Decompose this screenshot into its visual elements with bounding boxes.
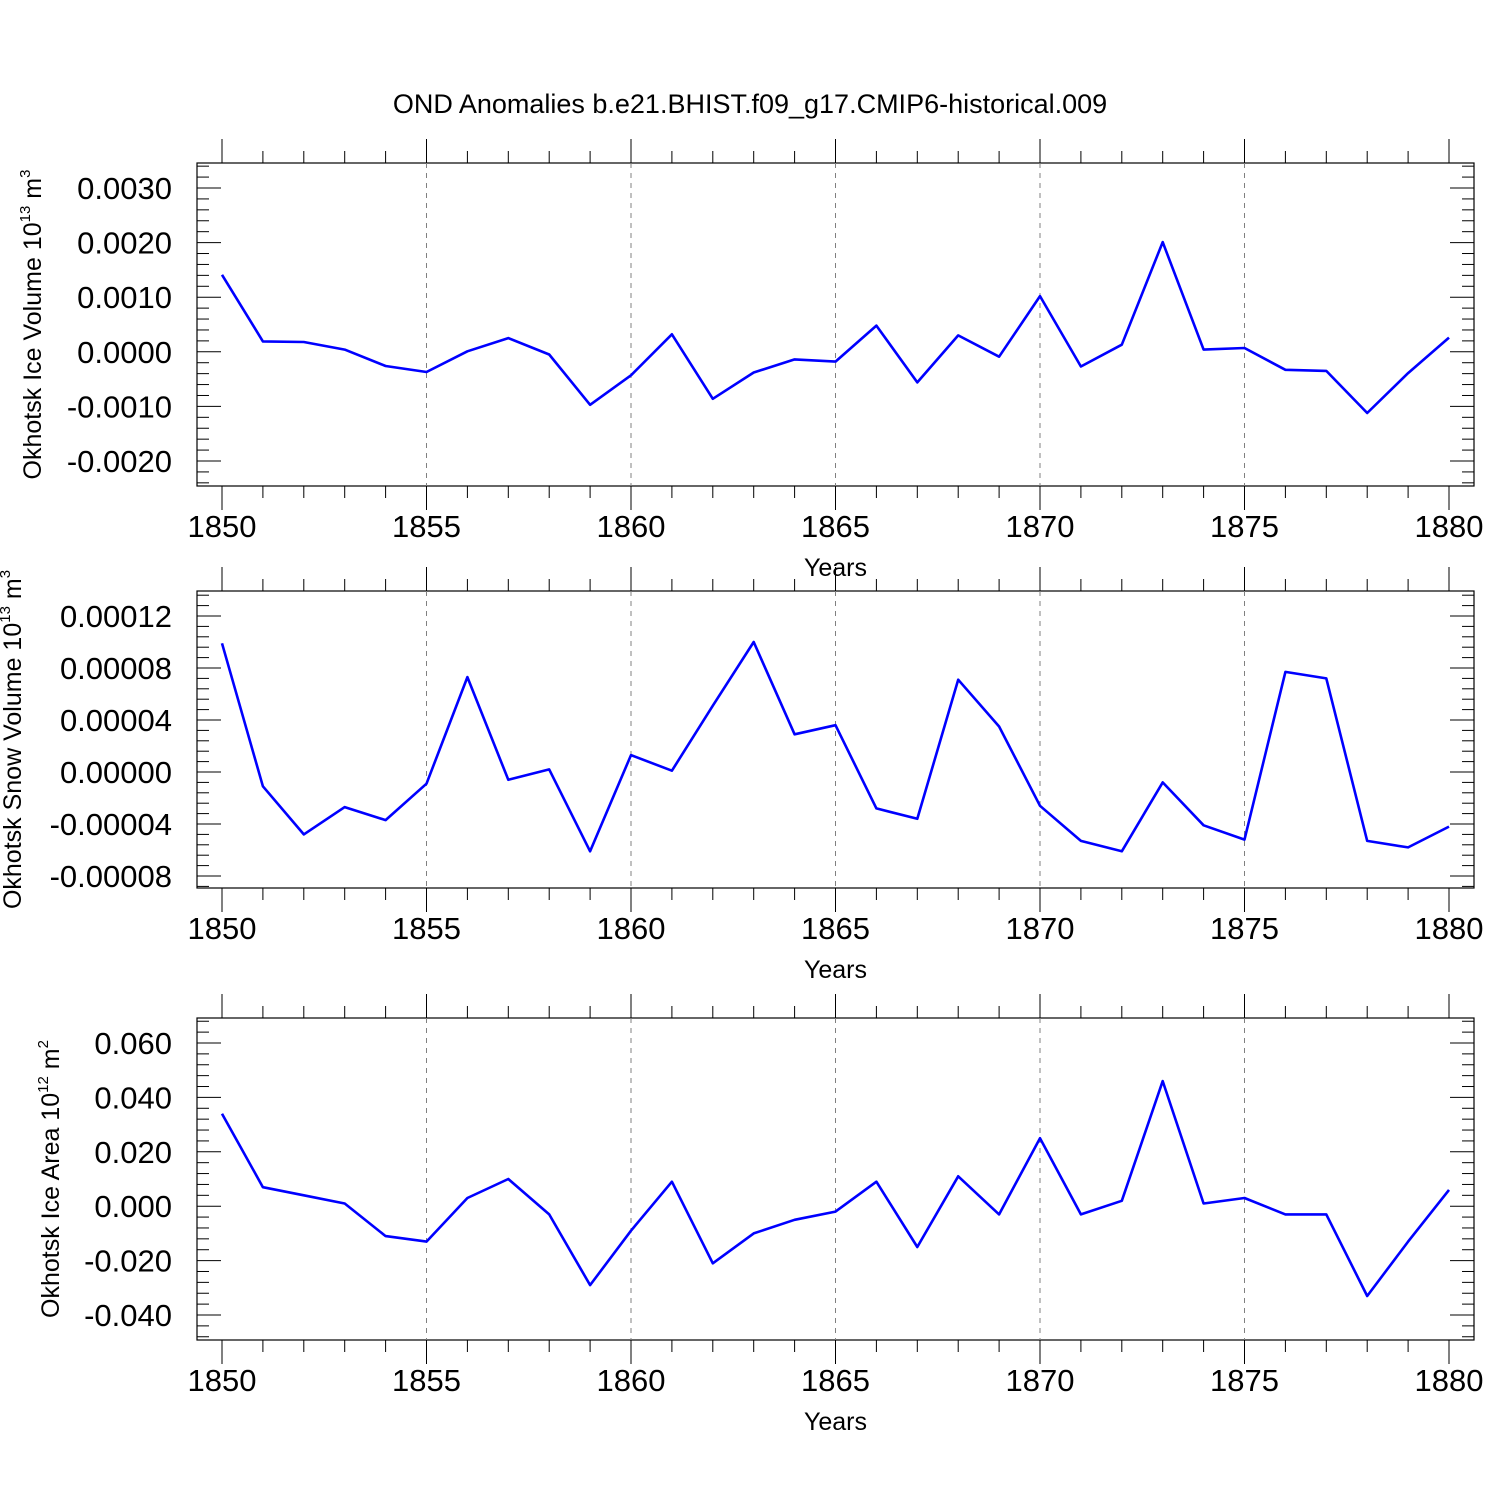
x-tick-label: 1880	[1415, 509, 1484, 544]
y-tick-label: -0.040	[84, 1298, 172, 1333]
y-axis-label-superscript: 13	[17, 206, 34, 223]
x-tick-label: 1865	[801, 509, 870, 544]
y-axis-label-superscript: 3	[17, 170, 34, 178]
chart-panel-1: 0.0030 0.0020 0.0010 0.0000 -0.0010 -0.0020 18…	[17, 139, 1483, 582]
x-axis-label: Years	[804, 956, 867, 984]
y-tick-label: 0.0010	[77, 280, 172, 315]
y-tick-label: 0.00000	[60, 755, 172, 790]
x-tick-label: 1870	[1006, 911, 1075, 946]
x-tick-label: 1855	[392, 911, 461, 946]
y-tick-label: 0.00012	[60, 599, 172, 634]
x-tick-label: 1850	[188, 911, 257, 946]
x-tick-label: 1875	[1210, 509, 1279, 544]
x-tick-label: 1880	[1415, 911, 1484, 946]
y-tick-label: 0.040	[94, 1080, 172, 1115]
y-axis-label-text: m	[0, 578, 27, 606]
y-tick-label: -0.0010	[67, 389, 172, 424]
y-axis-label-text: Okhotsk Snow Volume 10	[0, 623, 27, 909]
y-axis-label-superscript: 3	[0, 570, 14, 578]
y-axis-label-text: Okhotsk Ice Area 10	[37, 1093, 65, 1318]
x-tick-label: 1850	[188, 1363, 257, 1398]
x-axis-label: Years	[804, 1408, 867, 1436]
x-tick-label: 1880	[1415, 1363, 1484, 1398]
y-tick-label: 0.0030	[77, 171, 172, 206]
x-tick-label: 1860	[597, 911, 666, 946]
y-axis-label-text: Okhotsk Ice Volume 10	[19, 222, 47, 479]
y-axis-label: Okhotsk Snow Volume 1013 m3	[0, 570, 27, 909]
y-axis-label-text: m	[19, 178, 47, 206]
x-tick-label: 1865	[801, 1363, 870, 1398]
x-tick-label: 1870	[1006, 509, 1075, 544]
y-tick-label: -0.00004	[50, 807, 172, 842]
y-tick-label: 0.060	[94, 1026, 172, 1061]
y-axis-label: Okhotsk Ice Area 1012 m2	[35, 1040, 65, 1318]
y-tick-label: -0.0020	[67, 444, 172, 479]
y-tick-label: -0.00008	[50, 859, 172, 894]
y-axis-label-superscript: 2	[35, 1040, 52, 1048]
x-tick-label: 1870	[1006, 1363, 1075, 1398]
y-tick-label: 0.0020	[77, 226, 172, 261]
x-tick-label: 1855	[392, 1363, 461, 1398]
x-tick-label: 1860	[597, 1363, 666, 1398]
chart-panel-3: 0.060 0.040 0.020 0.000 -0.020 -0.040 1850 1855…	[35, 994, 1483, 1436]
y-tick-label: 0.00004	[60, 703, 172, 738]
y-tick-label: -0.020	[84, 1244, 172, 1279]
y-axis-label-superscript: 12	[35, 1076, 52, 1093]
x-tick-label: 1850	[188, 509, 257, 544]
x-tick-label: 1865	[801, 911, 870, 946]
chart-panel-2: 0.00012 0.00008 0.00004 0.00000 -0.00004 -0.0…	[0, 567, 1483, 984]
y-tick-label: 0.000	[94, 1189, 172, 1224]
y-axis-label-text: m	[37, 1048, 65, 1076]
chart-title: OND Anomalies b.e21.BHIST.f09_g17.CMIP6-…	[393, 89, 1107, 119]
x-tick-label: 1855	[392, 509, 461, 544]
y-tick-label: 0.020	[94, 1135, 172, 1170]
y-tick-label: 0.00008	[60, 651, 172, 686]
x-tick-label: 1860	[597, 509, 666, 544]
y-axis-label-superscript: 13	[0, 606, 14, 623]
x-tick-label: 1875	[1210, 911, 1279, 946]
y-axis-label: Okhotsk Ice Volume 1013 m3	[17, 170, 47, 480]
y-tick-label: 0.0000	[77, 335, 172, 370]
x-tick-label: 1875	[1210, 1363, 1279, 1398]
